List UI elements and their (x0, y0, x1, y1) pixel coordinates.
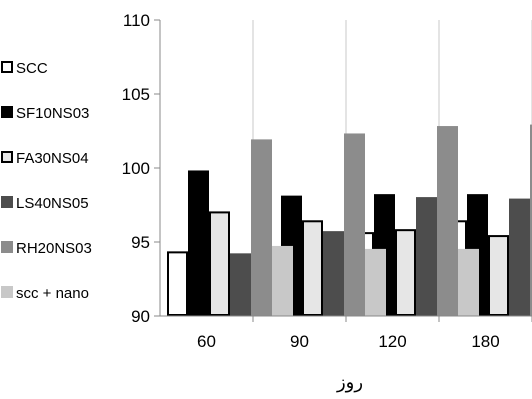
x-tick-label: 120 (378, 332, 406, 351)
bar-scc-nano-90 (365, 248, 386, 316)
x-tick-label: 60 (197, 332, 216, 351)
bar-fa30ns04-60 (209, 211, 230, 316)
y-tick-label: 110 (123, 11, 150, 30)
y-tick-label: 100 (122, 159, 150, 178)
legend-label: scc + nano (16, 285, 89, 302)
bars (167, 124, 532, 317)
legend-swatch (1, 61, 13, 73)
bar-ls40ns05-120 (416, 197, 437, 317)
bar-scc-nano-60 (272, 245, 293, 316)
y-tick-label: 95 (131, 233, 150, 252)
x-tick-label: 90 (290, 332, 309, 351)
legend-swatch (1, 106, 13, 118)
legend-label: RH20NS03 (16, 240, 92, 257)
legend: SCC SF10NS03 FA30NS04 LS40NS05 RH20NS03 scc +… (1, 60, 92, 302)
axes: 90 95 100 105 110 60 90 120 180 (122, 11, 532, 351)
bar-fa30ns04-90 (302, 220, 323, 316)
bar-rh20ns03-60 (251, 139, 272, 316)
bar-rh20ns03-180 (530, 124, 532, 316)
legend-label: SF10NS03 (16, 105, 89, 122)
legend-label: SCC (16, 60, 48, 77)
legend-swatch (1, 151, 13, 163)
bar-fa30ns04-120 (395, 229, 416, 316)
y-tick-label: 90 (131, 307, 150, 326)
bar-scc-nano-120 (458, 248, 479, 316)
bar-ls40ns05-90 (323, 231, 344, 316)
legend-label: FA30NS04 (16, 150, 89, 167)
bar-ls40ns05-60 (230, 253, 251, 316)
bar-rh20ns03-120 (437, 126, 458, 316)
x-axis-label: روز (336, 372, 363, 393)
bar-fa30ns04-180 (488, 235, 509, 316)
legend-label: LS40NS05 (16, 195, 89, 212)
legend-swatch (1, 241, 13, 253)
bar-scc-60 (167, 251, 188, 316)
x-tick-label: 180 (471, 332, 499, 351)
bar-sf10ns03-60 (188, 170, 209, 316)
legend-swatch (1, 196, 13, 208)
bar-rh20ns03-90 (344, 133, 365, 316)
bar-ls40ns05-180 (509, 198, 530, 316)
y-tick-label: 105 (122, 85, 150, 104)
legend-swatch (1, 286, 13, 298)
